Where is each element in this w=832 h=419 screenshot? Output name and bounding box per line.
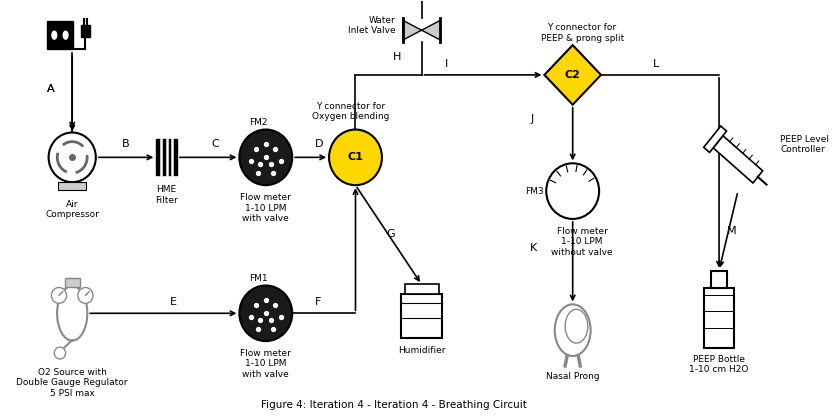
Ellipse shape: [555, 304, 591, 356]
Circle shape: [329, 129, 382, 185]
Text: Y connector for
Oxygen blending: Y connector for Oxygen blending: [312, 102, 389, 121]
Text: G: G: [387, 229, 395, 239]
Text: O2 Source with
Double Gauge Regulator
5 PSI max: O2 Source with Double Gauge Regulator 5 …: [17, 368, 128, 398]
Circle shape: [78, 287, 93, 303]
Text: Water
Inlet Valve: Water Inlet Valve: [348, 16, 395, 35]
Bar: [65, 277, 80, 287]
Text: Flow meter
1-10 LPM
with valve: Flow meter 1-10 LPM with valve: [240, 349, 291, 379]
Text: M: M: [726, 226, 736, 236]
Text: FM3: FM3: [525, 186, 543, 196]
Text: C: C: [211, 140, 219, 150]
Polygon shape: [544, 45, 601, 105]
Text: Flow meter
1-10 LPM
without valve: Flow meter 1-10 LPM without valve: [552, 227, 613, 257]
Text: A: A: [47, 84, 54, 94]
Bar: [156, 140, 177, 175]
Text: PEEP Level
Controller: PEEP Level Controller: [780, 135, 830, 154]
Text: Nasal Prong: Nasal Prong: [546, 372, 600, 381]
Bar: [58, 182, 87, 190]
Ellipse shape: [565, 309, 587, 343]
Circle shape: [54, 347, 66, 359]
Text: C2: C2: [565, 70, 581, 80]
Text: C1: C1: [348, 153, 364, 162]
Circle shape: [547, 163, 599, 219]
Ellipse shape: [52, 31, 57, 39]
Text: I: I: [445, 59, 448, 69]
Circle shape: [240, 285, 292, 341]
Text: PEEP Bottle
1-10 cm H2O: PEEP Bottle 1-10 cm H2O: [690, 355, 749, 375]
Polygon shape: [713, 136, 763, 183]
Polygon shape: [704, 126, 726, 153]
Text: L: L: [653, 59, 659, 69]
Ellipse shape: [63, 31, 68, 39]
Bar: [81, 25, 90, 37]
Text: HME
Filter: HME Filter: [156, 185, 178, 204]
Polygon shape: [422, 20, 440, 40]
Text: Figure 4: Iteration 4 - Iteration 4 - Breathing Circuit: Figure 4: Iteration 4 - Iteration 4 - Br…: [261, 400, 527, 410]
Text: FM2: FM2: [249, 118, 267, 127]
Bar: [404, 285, 438, 295]
Text: A: A: [47, 84, 54, 94]
Bar: [47, 21, 73, 49]
Text: K: K: [530, 243, 537, 253]
Bar: [704, 288, 734, 348]
Circle shape: [240, 129, 292, 185]
Text: B: B: [122, 140, 130, 150]
Circle shape: [48, 132, 96, 182]
Text: D: D: [314, 140, 324, 150]
Text: J: J: [530, 114, 533, 124]
Text: FM1: FM1: [249, 274, 268, 282]
Bar: [401, 295, 443, 338]
Ellipse shape: [57, 286, 87, 341]
Text: H: H: [394, 52, 402, 62]
Text: Air
Compressor: Air Compressor: [45, 200, 99, 220]
Circle shape: [52, 287, 67, 303]
Text: Humidifier: Humidifier: [398, 346, 445, 355]
Text: Flow meter
1-10 LPM
with valve: Flow meter 1-10 LPM with valve: [240, 193, 291, 223]
Bar: [711, 271, 726, 288]
Polygon shape: [403, 20, 422, 40]
Text: Y connector for
PEEP & prong split: Y connector for PEEP & prong split: [541, 23, 624, 43]
Text: F: F: [314, 297, 321, 308]
Text: E: E: [170, 297, 176, 308]
